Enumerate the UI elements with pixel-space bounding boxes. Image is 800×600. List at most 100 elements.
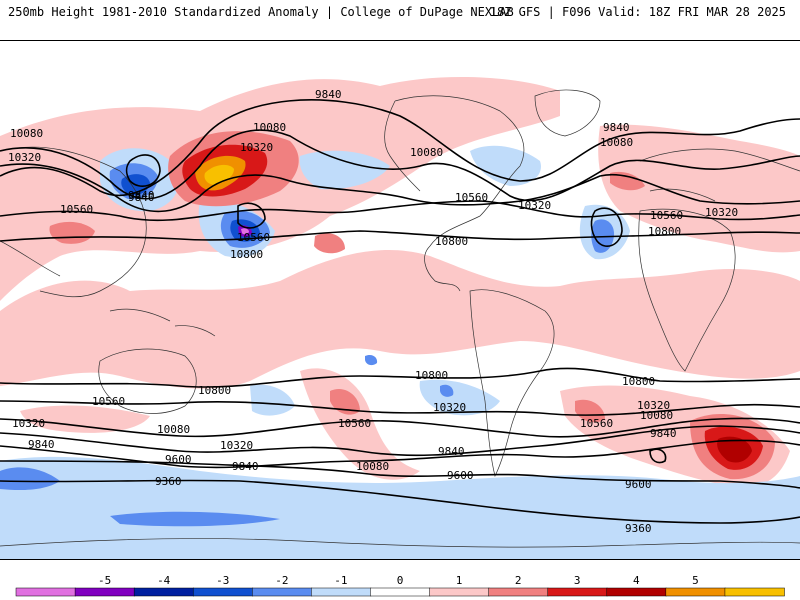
contour-labels: 9840 9840 9840 10080 10080 10080 10080 1… [8,88,738,535]
colorbar-tick-label: 2 [515,574,522,587]
colorbar-swatch [74,587,135,597]
coastlines [0,89,800,548]
colorbar-swatch [547,587,608,597]
contour-label: 10800 [648,225,681,238]
colorbar-ticks: -5 -4 -3 -2 -1 0 1 2 3 4 5 [98,574,699,587]
contour-9840-nh [0,99,800,197]
pos-anom-region [598,124,800,253]
contour-label: 10560 [338,417,371,430]
contour-label: 10800 [435,235,468,248]
neg-anom-region [419,379,500,416]
contour-low-ak [237,202,266,229]
contour-10560-nh [0,200,800,222]
colorbar-swatches [15,587,785,597]
colorbar-swatch [192,587,254,597]
contour-label: 10080 [410,146,443,159]
contour-label: 9360 [155,475,182,488]
contour-label: 9840 [315,88,342,101]
contour-label: 10320 [240,141,273,154]
colorbar-swatch [429,587,490,597]
neg-anom-region [0,456,800,559]
contour-label: 10320 [433,401,466,414]
contour-label: 9360 [625,522,652,535]
map-canvas: 9840 9840 9840 10080 10080 10080 10080 1… [0,76,800,559]
coastline-africa [638,208,736,372]
contour-10320-sh [0,417,800,438]
coastline-asia [0,146,147,298]
colorbar-swatch [311,587,372,597]
colorbar-swatch [724,587,785,597]
coastline-australia [98,348,197,414]
positive-anomaly-shading [0,76,800,488]
contour-label: 10320 [8,151,41,164]
pos-anom-core [330,388,360,415]
neg-anom-core [0,467,60,491]
contour-label: 10320 [220,439,253,452]
contour-label: 10560 [92,395,125,408]
pos-anom-core [717,436,752,463]
contour-label: 10080 [10,127,43,140]
contour-label: 10320 [518,199,551,212]
contour-low-nw [125,154,161,187]
colorbar: -5 -4 -3 -2 -1 0 1 2 3 4 5 [15,574,785,597]
contour-10800-sh [0,367,800,388]
contour-10320-nh [0,163,800,213]
colorbar-tick-label: 0 [397,574,404,587]
coastline-south-america [469,289,555,478]
colorbar-swatch [665,587,726,597]
contour-label: 10080 [640,409,673,422]
colorbar-swatch [606,587,667,597]
contour-label: 9840 [438,445,465,458]
neg-anom-core [241,228,249,235]
colorbar-swatch [252,587,313,597]
contour-label: 9840 [28,438,55,451]
pos-anom-region [20,405,150,433]
contour-label: 10320 [12,417,45,430]
contour-label: 9840 [128,189,155,202]
neg-anom-region [250,384,295,416]
height-contours [0,99,800,524]
pos-anom-region [0,250,800,389]
contour-label: 9600 [625,478,652,491]
contour-label: 10800 [622,375,655,388]
anomaly-map: 9840 9840 9840 10080 10080 10080 10080 1… [0,40,800,560]
colorbar-swatch [15,587,76,597]
contour-label: 9600 [165,453,192,466]
contour-label: 9840 [232,460,259,473]
contour-10560-sh [0,400,800,416]
contour-label: 10080 [253,121,286,134]
contour-label: 10800 [415,369,448,382]
contour-10800-nh [0,230,800,242]
contour-label: 9600 [447,469,474,482]
neg-anom-core [110,511,280,527]
contour-low-sa [649,448,667,464]
coastline-north-america [384,95,525,292]
colorbar-swatch [133,587,194,597]
contour-label: 10560 [237,231,270,244]
map-title: 250mb Height 1981-2010 Standardized Anom… [8,5,514,19]
coastline-indonesia [109,308,216,337]
contour-label: 10080 [356,460,389,473]
contour-label: 10560 [580,417,613,430]
contour-label: 10080 [600,136,633,149]
colorbar-tick-label: 1 [456,574,463,587]
contour-10080-sh [0,425,800,457]
colorbar-tick-label: 5 [692,574,699,587]
pos-anom-core [610,171,645,191]
colorbar-tick-label: -5 [98,574,111,587]
contour-label: 9840 [650,427,677,440]
coastline-antarctica [0,538,800,548]
contour-label: 9840 [128,191,155,204]
colorbar-swatch [488,587,549,597]
pos-anom-core [575,399,605,423]
contour-label: 9840 [603,121,630,134]
contour-label: 10560 [650,209,683,222]
colorbar-tick-label: -2 [275,574,288,587]
contour-label: 10320 [705,206,738,219]
contour-label: 10560 [455,191,488,204]
contour-9360-sh [0,479,800,524]
contour-label: 10800 [198,384,231,397]
colorbar-tick-label: -1 [334,574,347,587]
colorbar-tick-label: 4 [633,574,640,587]
colorbar-tick-label: -4 [157,574,171,587]
